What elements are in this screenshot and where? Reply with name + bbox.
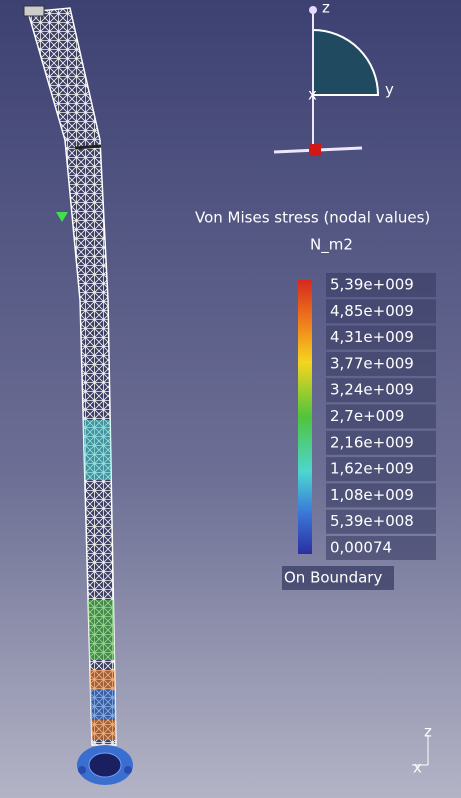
- page: z y x Von Mises stress (nodal values) N_…: [0, 0, 461, 798]
- legend-label: 2,7e+009: [330, 407, 404, 425]
- legend-label: 0,00074: [330, 539, 392, 557]
- legend-label: 1,62e+009: [330, 460, 414, 478]
- legend-label: 3,24e+009: [330, 381, 414, 399]
- legend-label: 1,08e+009: [330, 486, 414, 504]
- legend-label: 5,39e+008: [330, 512, 414, 530]
- legend-label: 5,39e+009: [330, 276, 414, 294]
- legend-footer: On Boundary: [284, 569, 382, 587]
- legend-label: 3,77e+009: [330, 354, 414, 372]
- triad-z: z: [424, 723, 432, 741]
- clamp-blob: [77, 745, 133, 785]
- legend-title: Von Mises stress (nodal values): [195, 209, 430, 227]
- legend-label: 4,31e+009: [330, 328, 414, 346]
- compass-x: x: [308, 86, 317, 104]
- legend-label: 4,85e+009: [330, 302, 414, 320]
- legend-unit: N_m2: [310, 236, 353, 255]
- compass-y: y: [385, 81, 394, 99]
- viewport: z y x Von Mises stress (nodal values) N_…: [0, 0, 461, 798]
- legend-label: 2,16e+009: [330, 433, 414, 451]
- triad-x: x: [413, 759, 422, 777]
- color-scale: [298, 280, 312, 554]
- compass-z: z: [322, 0, 330, 17]
